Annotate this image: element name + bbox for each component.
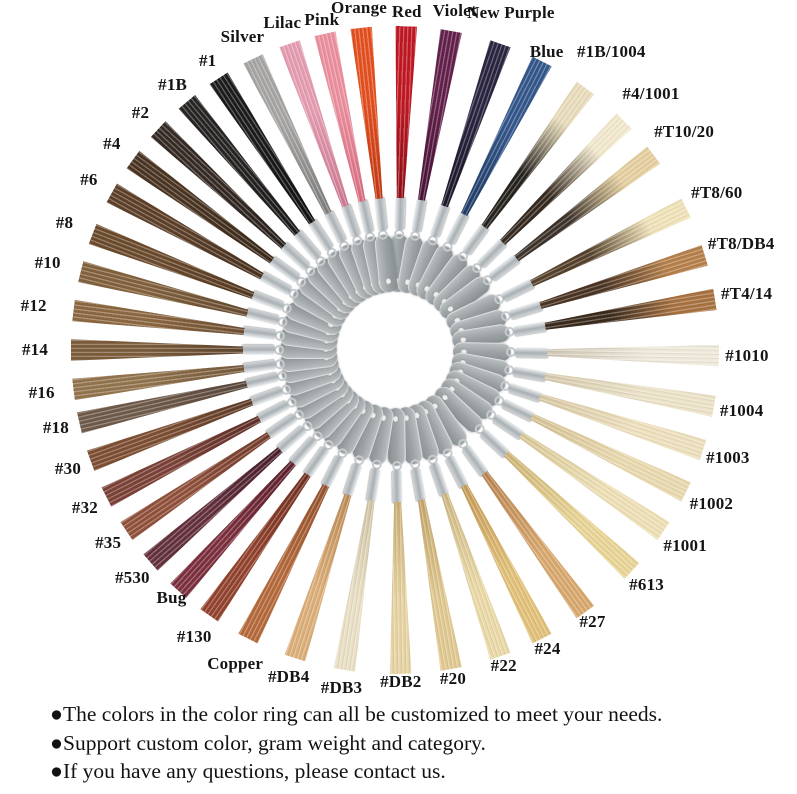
metal-crimp xyxy=(410,467,427,503)
swatch-label: #20 xyxy=(439,668,467,688)
swatch-label: #4 xyxy=(103,134,121,154)
swatch-label: Violet xyxy=(432,1,477,21)
metal-crimp xyxy=(512,320,548,337)
swatch-label: #1003 xyxy=(706,448,750,468)
swatch-label: #T8/60 xyxy=(691,183,743,203)
swatch-label: #32 xyxy=(71,497,98,517)
swatch-label: #18 xyxy=(42,418,69,438)
swatch-label: #1002 xyxy=(689,494,734,514)
swatch-label: #530 xyxy=(114,568,150,588)
hair-strands xyxy=(71,339,243,361)
swatch-label: New Purple xyxy=(467,3,555,23)
swatch-label: #1001 xyxy=(663,535,707,555)
swatch-label: #1004 xyxy=(719,401,764,421)
swatch-label: #T8/DB4 xyxy=(707,234,775,254)
metal-crimp xyxy=(392,469,403,505)
swatch-label: #1B xyxy=(158,74,188,94)
hair-strands xyxy=(547,342,719,367)
swatch-label: #35 xyxy=(95,533,122,553)
swatch-label: Red xyxy=(391,2,422,22)
swatch-label: Copper xyxy=(207,653,264,673)
swatch-label: #10 xyxy=(34,253,61,273)
swatch-label: #130 xyxy=(176,626,212,646)
swatch-label: Silver xyxy=(220,27,265,47)
metal-crimp xyxy=(365,467,382,503)
swatch-label: #12 xyxy=(20,295,47,315)
swatch-label: #1 xyxy=(198,51,217,71)
swatch-label: #30 xyxy=(54,459,82,479)
swatch-label: #27 xyxy=(579,611,606,631)
swatch-label: #1B/1004 xyxy=(576,42,646,62)
swatch-label: #4/1001 xyxy=(622,84,680,104)
swatch-label: #24 xyxy=(534,639,561,659)
swatch-label: Blue xyxy=(529,42,564,62)
note-line-support: ●Support custom color, gram weight and c… xyxy=(50,730,486,755)
swatch-label: #T4/14 xyxy=(720,284,773,304)
swatch-label: #T10/20 xyxy=(654,122,715,142)
hair-strands xyxy=(387,502,412,674)
note-line-customized: ●The colors in the color ring can all be… xyxy=(50,702,663,726)
metal-crimp xyxy=(429,461,450,498)
swatch-label: Bug xyxy=(156,588,187,608)
swatch-label: #22 xyxy=(490,655,517,675)
notes-section: ●The colors in the color ring can all be… xyxy=(50,700,662,786)
swatch-label: #613 xyxy=(629,574,664,594)
swatch-label: #8 xyxy=(55,213,74,233)
swatch-label: #16 xyxy=(28,383,55,403)
swatch-label: #DB2 xyxy=(380,671,422,691)
metal-crimp xyxy=(514,347,550,358)
swatch-label: #2 xyxy=(131,102,150,122)
swatch-label: Pink xyxy=(304,10,340,29)
swatch-label: Lilac xyxy=(263,12,302,32)
swatch-label: #DB4 xyxy=(267,667,310,687)
swatch-label: Orange xyxy=(331,0,388,17)
swatch-label: #6 xyxy=(80,170,98,190)
swatch-label: #14 xyxy=(21,340,49,359)
swatch-label: #DB3 xyxy=(320,677,363,697)
metal-crimp xyxy=(373,196,388,232)
note-line-contact: ●If you have any questions, please conta… xyxy=(50,759,446,783)
swatch-label: #1010 xyxy=(725,346,769,366)
